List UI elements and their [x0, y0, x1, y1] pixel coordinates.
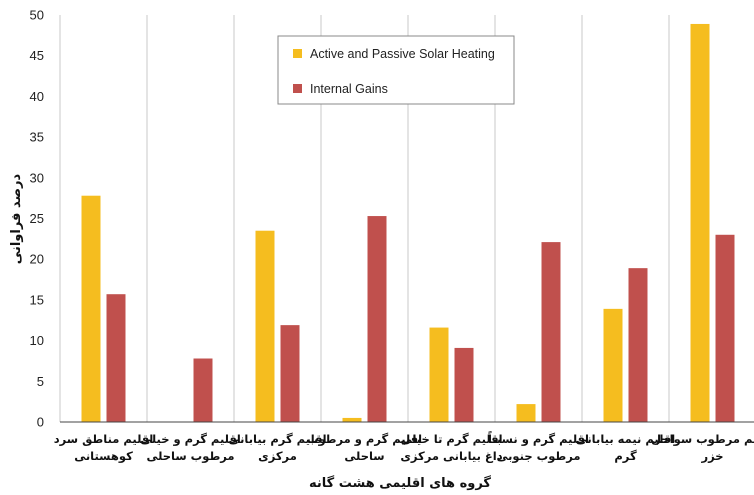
x-category-label: خزر — [700, 449, 723, 463]
legend: Active and Passive Solar Heating Interna… — [277, 35, 515, 105]
legend-swatch-solar — [293, 49, 302, 58]
x-category-label: گرم — [614, 449, 637, 463]
x-category-label: اقلیم گرم و نسبتاً — [488, 430, 589, 447]
y-tick-label: 20 — [30, 252, 44, 267]
y-tick-labels: 0 5 10 15 20 25 30 35 40 45 50 — [30, 8, 44, 430]
x-category-label: مرطوب جنوبی — [496, 449, 580, 464]
x-category-label: اقلیم گرم بیابانی — [228, 432, 326, 446]
y-tick-label: 25 — [30, 211, 44, 226]
bar-solar-heating — [516, 404, 536, 422]
y-tick-label: 0 — [37, 415, 44, 430]
y-tick-label: 50 — [30, 8, 44, 23]
bar-solar-heating — [81, 195, 101, 422]
bar-internal-gains — [193, 358, 213, 422]
bar-internal-gains — [280, 325, 300, 422]
x-category-label: اقلیم گرم و مرطوب — [307, 432, 422, 447]
bar-internal-gains — [454, 347, 474, 422]
bars — [81, 23, 735, 422]
legend-swatch-internal — [293, 84, 302, 93]
bar-internal-gains — [628, 268, 648, 422]
y-tick-label: 10 — [30, 333, 44, 348]
legend-label-solar: Active and Passive Solar Heating — [310, 47, 495, 61]
x-category-label: اقلیم مناطق سرد — [54, 432, 154, 446]
y-tick-label: 15 — [30, 292, 44, 307]
bar-internal-gains — [106, 294, 126, 422]
y-axis-title: درصد فراوانی — [9, 173, 24, 264]
x-category-label: ساحلی — [344, 449, 384, 463]
x-category-label: اقلیم گرم تا خیلی — [400, 432, 502, 446]
y-tick-label: 5 — [37, 374, 44, 389]
bar-solar-heating — [603, 308, 623, 422]
x-category-labels: اقلیم مناطق سرد کوهستانی اقلیم گرم و خیلی م… — [54, 430, 754, 464]
legend-box — [277, 35, 515, 105]
bar-solar-heating — [429, 327, 449, 422]
y-tick-label: 45 — [30, 48, 44, 63]
bar-solar-heating — [255, 230, 275, 422]
legend-label-internal: Internal Gains — [310, 82, 388, 96]
x-category-label: داغ بیابانی مرکزی — [400, 449, 502, 463]
bar-internal-gains — [367, 216, 387, 422]
x-axis-title: گروه های اقلیمی هشت گانه — [309, 475, 491, 491]
x-category-label: اقلیم نیمه بیابانی — [576, 432, 676, 446]
y-tick-label: 30 — [30, 170, 44, 185]
x-category-label: مرکزی — [258, 449, 297, 463]
bar-internal-gains — [541, 242, 561, 422]
x-category-label: اقلیم مرطوب سواحل — [651, 432, 754, 447]
y-tick-label: 40 — [30, 89, 44, 104]
bar-internal-gains — [715, 234, 735, 422]
bar-solar-heating — [342, 417, 362, 422]
x-category-label: اقلیم گرم و خیلی — [140, 432, 241, 447]
y-tick-label: 35 — [30, 130, 44, 145]
bar-solar-heating — [690, 23, 710, 422]
x-category-label: کوهستانی — [74, 449, 133, 464]
x-category-label: مرطوب ساحلی — [146, 449, 234, 464]
